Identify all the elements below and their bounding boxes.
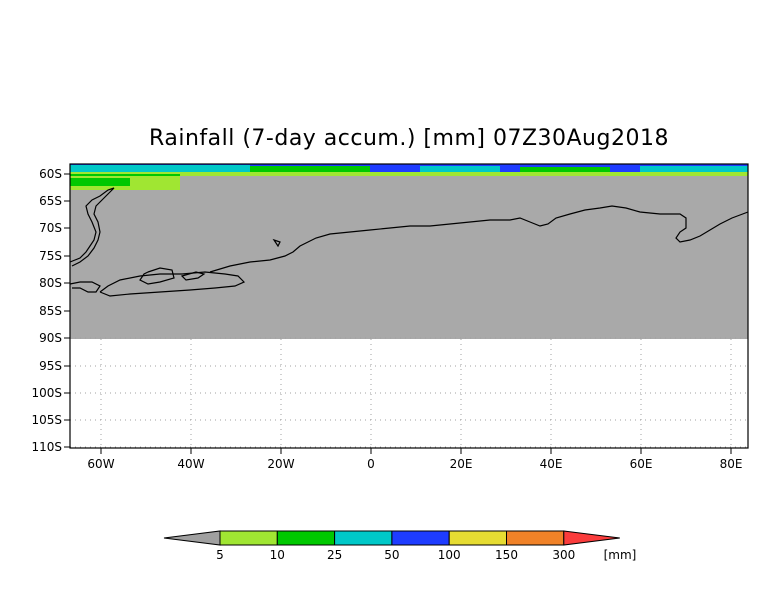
map-title: Rainfall (7-day accum.) [mm] 07Z30Aug201… [149,126,669,151]
lon-tick-label: 0 [367,457,375,471]
lat-tick-label: 65S [39,194,62,208]
lat-tick-label: 105S [31,413,62,427]
legend-color-box [334,530,393,546]
lat-tick-label: 90S [39,331,62,345]
legend-label: 300 [552,548,575,562]
lat-tick-label: 85S [39,304,62,318]
legend-color-box [506,530,565,546]
lon-tick-label: 80E [720,457,743,471]
legend-color-box [448,530,508,546]
legend-color-box [276,530,336,546]
precip-field [70,164,748,339]
no-data-region [70,176,748,339]
lat-tick-label: 80S [39,276,62,290]
plot-frame [69,163,749,449]
longitude-axis: 60W 40W 20W 0 20E 40E 60E 80E [87,448,742,471]
lat-tick-label: 110S [31,440,62,454]
lat-tick-label: 60S [39,167,62,181]
lat-tick-label: 100S [31,386,62,400]
lon-tick-label: 60E [630,457,653,471]
lat-tick-label: 95S [39,359,62,373]
legend-label: 50 [384,548,399,562]
lon-tick-label: 20E [450,457,473,471]
map-gridlines [70,337,748,448]
legend-under-arrow [163,530,221,546]
latitude-axis: 60S 65S 70S 75S 80S 85S 90S 95S 100S 105S 110S [31,167,70,454]
lon-tick-label: 60W [87,457,114,471]
legend-label: 5 [216,548,224,562]
color-legend: 5 10 25 50 100 150 300 [mm] [163,530,637,562]
lat-tick-label: 70S [39,221,62,235]
lon-tick-label: 20W [267,457,294,471]
legend-color-box [391,530,450,546]
legend-label: 100 [438,548,461,562]
legend-over-arrow [563,530,620,546]
legend-label: 25 [327,548,342,562]
legend-color-box [219,530,278,546]
legend-label: 150 [495,548,518,562]
legend-label: 10 [270,548,285,562]
lon-tick-label: 40W [177,457,204,471]
legend-unit: [mm] [604,548,637,562]
lon-tick-label: 40E [540,457,563,471]
antarctica-coastline [69,187,749,297]
lat-tick-label: 75S [39,249,62,263]
